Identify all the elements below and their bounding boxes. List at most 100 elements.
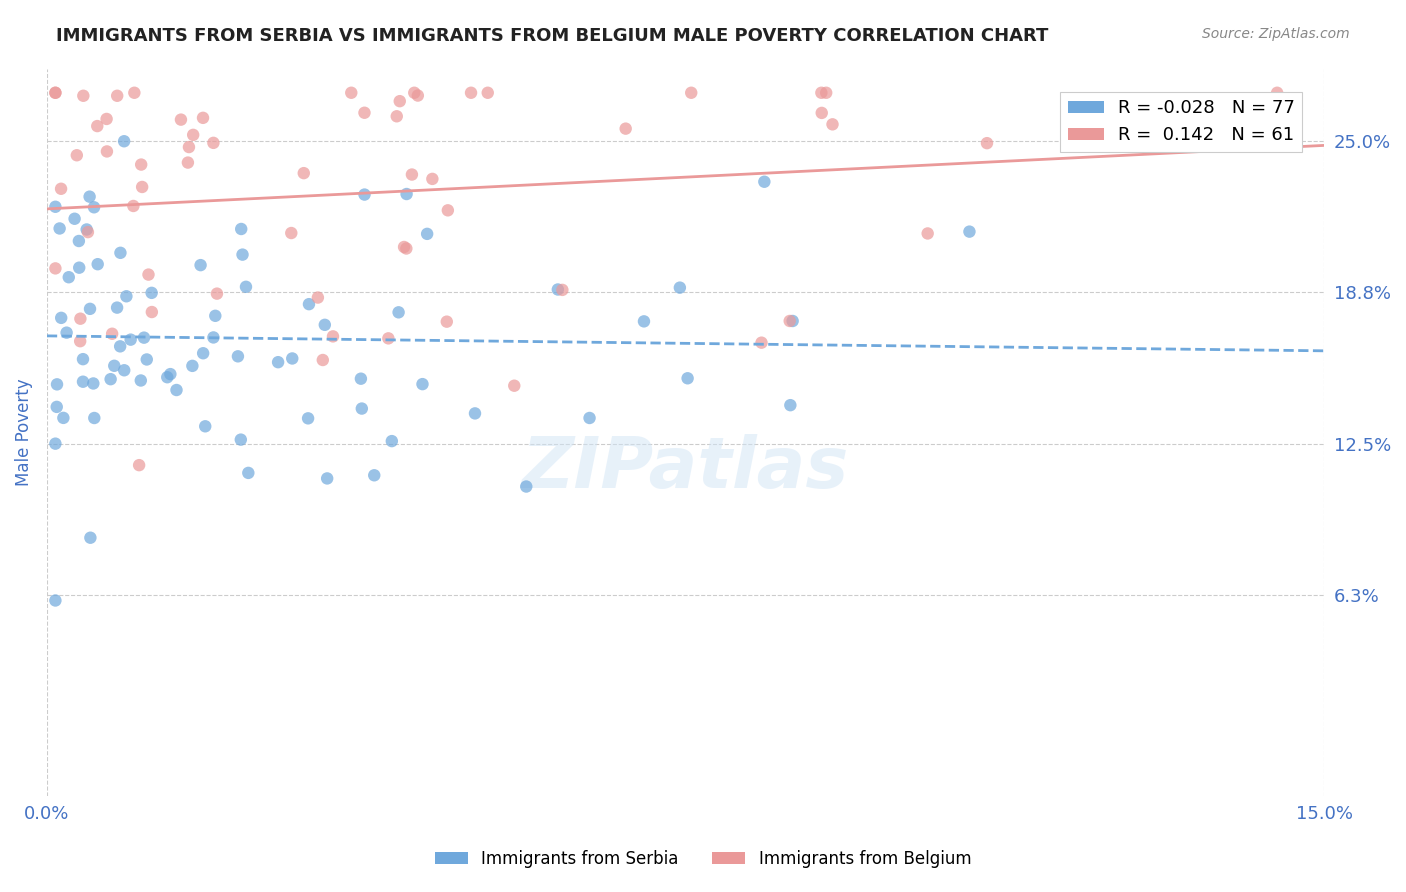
Point — [547, 283, 569, 297]
Point — [58, 270, 80, 285]
Point — [464, 406, 486, 420]
Point — [52, 410, 75, 425]
Point — [976, 136, 998, 150]
Point — [122, 199, 145, 213]
Point — [307, 291, 329, 305]
Point — [754, 175, 776, 189]
Point — [191, 346, 214, 360]
Point — [166, 383, 188, 397]
Point — [204, 309, 226, 323]
Point — [76, 222, 98, 236]
Point — [190, 258, 212, 272]
Point — [103, 359, 125, 373]
Point — [404, 86, 426, 100]
Point — [917, 227, 939, 241]
Point — [411, 377, 433, 392]
Point — [129, 157, 152, 171]
Point — [44, 86, 66, 100]
Point — [48, 221, 70, 235]
Point — [392, 240, 415, 254]
Point — [79, 189, 101, 203]
Point — [385, 109, 408, 123]
Point — [51, 310, 73, 325]
Point — [238, 466, 260, 480]
Point — [353, 105, 375, 120]
Point — [280, 226, 302, 240]
Point — [49, 182, 72, 196]
Point — [83, 411, 105, 425]
Point — [477, 86, 499, 100]
Point — [751, 335, 773, 350]
Point — [82, 376, 104, 391]
Point — [202, 136, 225, 150]
Point — [96, 112, 118, 126]
Point — [141, 305, 163, 319]
Point — [44, 261, 66, 276]
Point — [779, 314, 801, 328]
Point — [377, 331, 399, 345]
Point — [395, 242, 418, 256]
Point — [177, 155, 200, 169]
Point — [676, 371, 699, 385]
Point — [63, 211, 86, 226]
Point — [45, 400, 67, 414]
Point — [44, 593, 66, 607]
Point — [170, 112, 193, 127]
Point — [381, 434, 404, 449]
Point — [436, 315, 458, 329]
Point — [669, 280, 692, 294]
Point — [821, 117, 844, 131]
Point — [810, 106, 832, 120]
Point — [231, 222, 253, 236]
Point — [44, 436, 66, 450]
Point — [131, 180, 153, 194]
Point — [115, 289, 138, 303]
Point — [138, 268, 160, 282]
Point — [67, 234, 90, 248]
Point — [191, 111, 214, 125]
Point — [72, 352, 94, 367]
Y-axis label: Male Poverty: Male Poverty — [15, 378, 32, 486]
Point — [194, 419, 217, 434]
Point — [226, 349, 249, 363]
Point — [681, 86, 703, 100]
Point — [235, 280, 257, 294]
Point — [79, 301, 101, 316]
Point — [229, 433, 252, 447]
Point — [298, 297, 321, 311]
Point — [128, 458, 150, 472]
Point — [86, 119, 108, 133]
Point — [406, 88, 429, 103]
Point — [132, 331, 155, 345]
Point — [112, 134, 135, 148]
Point — [72, 88, 94, 103]
Point — [267, 355, 290, 369]
Point — [460, 86, 482, 100]
Point — [633, 314, 655, 328]
Point — [1265, 86, 1288, 100]
Point — [202, 330, 225, 344]
Point — [141, 285, 163, 300]
Point — [387, 305, 409, 319]
Point — [55, 326, 77, 340]
Point — [120, 333, 142, 347]
Point — [782, 314, 804, 328]
Point — [69, 311, 91, 326]
Point — [231, 247, 253, 261]
Point — [395, 187, 418, 202]
Point — [79, 531, 101, 545]
Legend: Immigrants from Serbia, Immigrants from Belgium: Immigrants from Serbia, Immigrants from … — [427, 844, 979, 875]
Point — [110, 245, 132, 260]
Point — [350, 401, 373, 416]
Point — [350, 372, 373, 386]
Point — [353, 187, 375, 202]
Point — [322, 329, 344, 343]
Point — [159, 367, 181, 381]
Point — [503, 378, 526, 392]
Point — [401, 168, 423, 182]
Point — [124, 86, 146, 100]
Point — [297, 411, 319, 425]
Point — [316, 471, 339, 485]
Point — [363, 468, 385, 483]
Point — [108, 339, 131, 353]
